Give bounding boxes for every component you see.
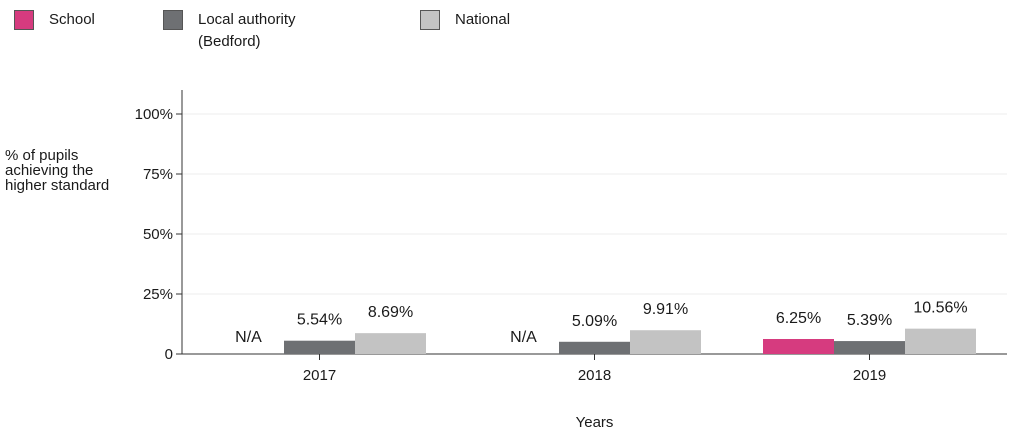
y-tick-label: 100% (135, 106, 173, 123)
data-label: 9.91% (643, 301, 688, 318)
x-tick-label: 2018 (578, 367, 611, 384)
bar-local (559, 341, 630, 354)
legend-label-local-authority: Local authority (Bedford) (198, 11, 296, 50)
legend-swatch-local-authority (163, 10, 183, 30)
bar-local (284, 340, 355, 354)
bar-local (834, 341, 905, 354)
data-label: 10.56% (913, 300, 967, 317)
y-tick-label: 75% (143, 166, 173, 183)
bar-national (355, 333, 426, 354)
x-axis-label: Years (576, 414, 614, 431)
y-axis-label: % of pupils achieving the higher standar… (5, 147, 110, 194)
legend-swatch-national (420, 10, 440, 30)
data-label: 5.54% (297, 312, 342, 329)
bar-national (630, 330, 701, 354)
y-tick-label: 0 (165, 346, 173, 363)
data-label: 5.39% (847, 312, 892, 329)
legend-label-school: School (49, 11, 95, 28)
data-label: 5.09% (572, 313, 617, 330)
x-tick-label: 2017 (303, 367, 336, 384)
bar-national (905, 328, 976, 354)
data-label: N/A (235, 329, 262, 346)
y-tick-label: 50% (143, 226, 173, 243)
legend-item-national: National (420, 9, 510, 31)
data-label: N/A (510, 329, 537, 346)
bar-school (763, 339, 834, 354)
legend-label-national: National (455, 11, 511, 28)
x-tick-label: 2019 (853, 367, 886, 384)
data-label: 6.25% (776, 310, 821, 327)
legend-swatch-school (14, 10, 34, 30)
y-tick-label: 25% (143, 286, 173, 303)
data-label: 8.69% (368, 304, 413, 321)
legend-item-school: School (14, 9, 95, 31)
legend-item-local-authority: Local authority (Bedford) (163, 9, 296, 53)
